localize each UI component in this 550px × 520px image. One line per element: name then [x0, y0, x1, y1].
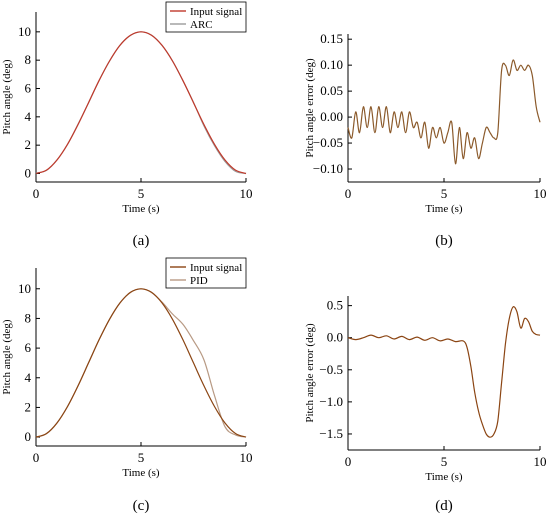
- panel-a: 0 5 10 0 2 4 6 8 10 Time (s) Pitch angle (deg) Inpu…: [1, 1, 253, 249]
- y-tick-label: 2: [25, 399, 32, 414]
- y-tick-label: 10: [18, 281, 31, 296]
- x-tick-label: 0: [345, 454, 352, 469]
- y-tick-label: 6: [25, 340, 32, 355]
- y-tick-label: 6: [25, 81, 32, 96]
- x-axis-label: Time (s): [122, 467, 160, 479]
- series-line-error: [347, 59, 541, 165]
- x-axis-label: Time (s): [425, 471, 463, 483]
- y-tick-label: 0.05: [320, 83, 343, 98]
- y-tick-label: 0.00: [320, 109, 343, 124]
- y-tick-label: −1.0: [319, 394, 343, 409]
- x-tick-label: 5: [441, 454, 448, 469]
- legend-label: PID: [190, 275, 208, 287]
- y-axis-label: Pitch angle error (deg): [304, 58, 316, 158]
- x-axis-label: Time (s): [122, 203, 160, 215]
- y-tick-label: 0.0: [327, 330, 343, 345]
- y-tick-label: −0.10: [313, 161, 343, 176]
- legend-label: Input signal: [190, 262, 242, 274]
- panel-caption: (d): [435, 498, 453, 514]
- legend-label: Input signal: [190, 6, 242, 18]
- y-tick-label: 0.5: [327, 298, 343, 313]
- panel-caption: (a): [133, 233, 150, 249]
- x-tick-label: 0: [345, 186, 352, 201]
- panel-b: 0 5 10 −0.10 −0.05 0.00 0.05 0.10 0.15 Time (s) Pi…: [304, 31, 547, 249]
- series-line-input-signal: [35, 31, 247, 175]
- panel-caption: (c): [133, 498, 150, 514]
- series-line-arc: [35, 31, 247, 175]
- series-line-pid: [35, 288, 247, 438]
- y-tick-label: 0: [25, 429, 32, 444]
- series-line-input-signal: [35, 288, 247, 438]
- y-tick-label: 8: [25, 310, 32, 325]
- y-axis-label: Pitch angle error (deg): [304, 323, 316, 423]
- y-tick-label: 10: [18, 24, 31, 39]
- legend-label: ARC: [190, 19, 213, 31]
- x-tick-label: 5: [138, 186, 145, 201]
- panel-caption: (b): [435, 233, 453, 249]
- legend-box: [165, 1, 247, 33]
- x-axis-label: Time (s): [425, 203, 463, 215]
- panel-d: 0 5 10 −1.5 −1.0 −0.5 0.0 0.5 Time (s) Pitch angl…: [304, 296, 547, 514]
- x-tick-label: 10: [240, 186, 253, 201]
- y-tick-label: 4: [25, 109, 32, 124]
- y-tick-label: −0.5: [319, 362, 343, 377]
- y-tick-label: −0.05: [313, 135, 343, 150]
- x-tick-label: 10: [534, 454, 547, 469]
- y-axis-label: Pitch angle (deg): [1, 59, 13, 134]
- y-tick-label: 4: [25, 370, 32, 385]
- x-tick-label: 10: [240, 450, 253, 465]
- y-tick-label: −1.5: [319, 426, 343, 441]
- y-tick-label: 0.15: [320, 31, 343, 46]
- series-line-error: [347, 306, 541, 438]
- y-axis-label: Pitch angle (deg): [1, 319, 13, 394]
- y-tick-label: 0.10: [320, 57, 343, 72]
- legend-box: [165, 257, 247, 289]
- x-tick-label: 5: [138, 450, 145, 465]
- y-tick-label: 8: [25, 52, 32, 67]
- x-tick-label: 0: [33, 450, 40, 465]
- x-tick-label: 0: [33, 186, 40, 201]
- x-tick-label: 5: [441, 186, 448, 201]
- x-tick-label: 10: [534, 186, 547, 201]
- y-tick-label: 2: [25, 137, 32, 152]
- panel-c: 0 5 10 0 2 4 6 8 10 Time (s) Pitch angle (deg) Inpu…: [1, 257, 253, 514]
- y-tick-label: 0: [25, 166, 32, 181]
